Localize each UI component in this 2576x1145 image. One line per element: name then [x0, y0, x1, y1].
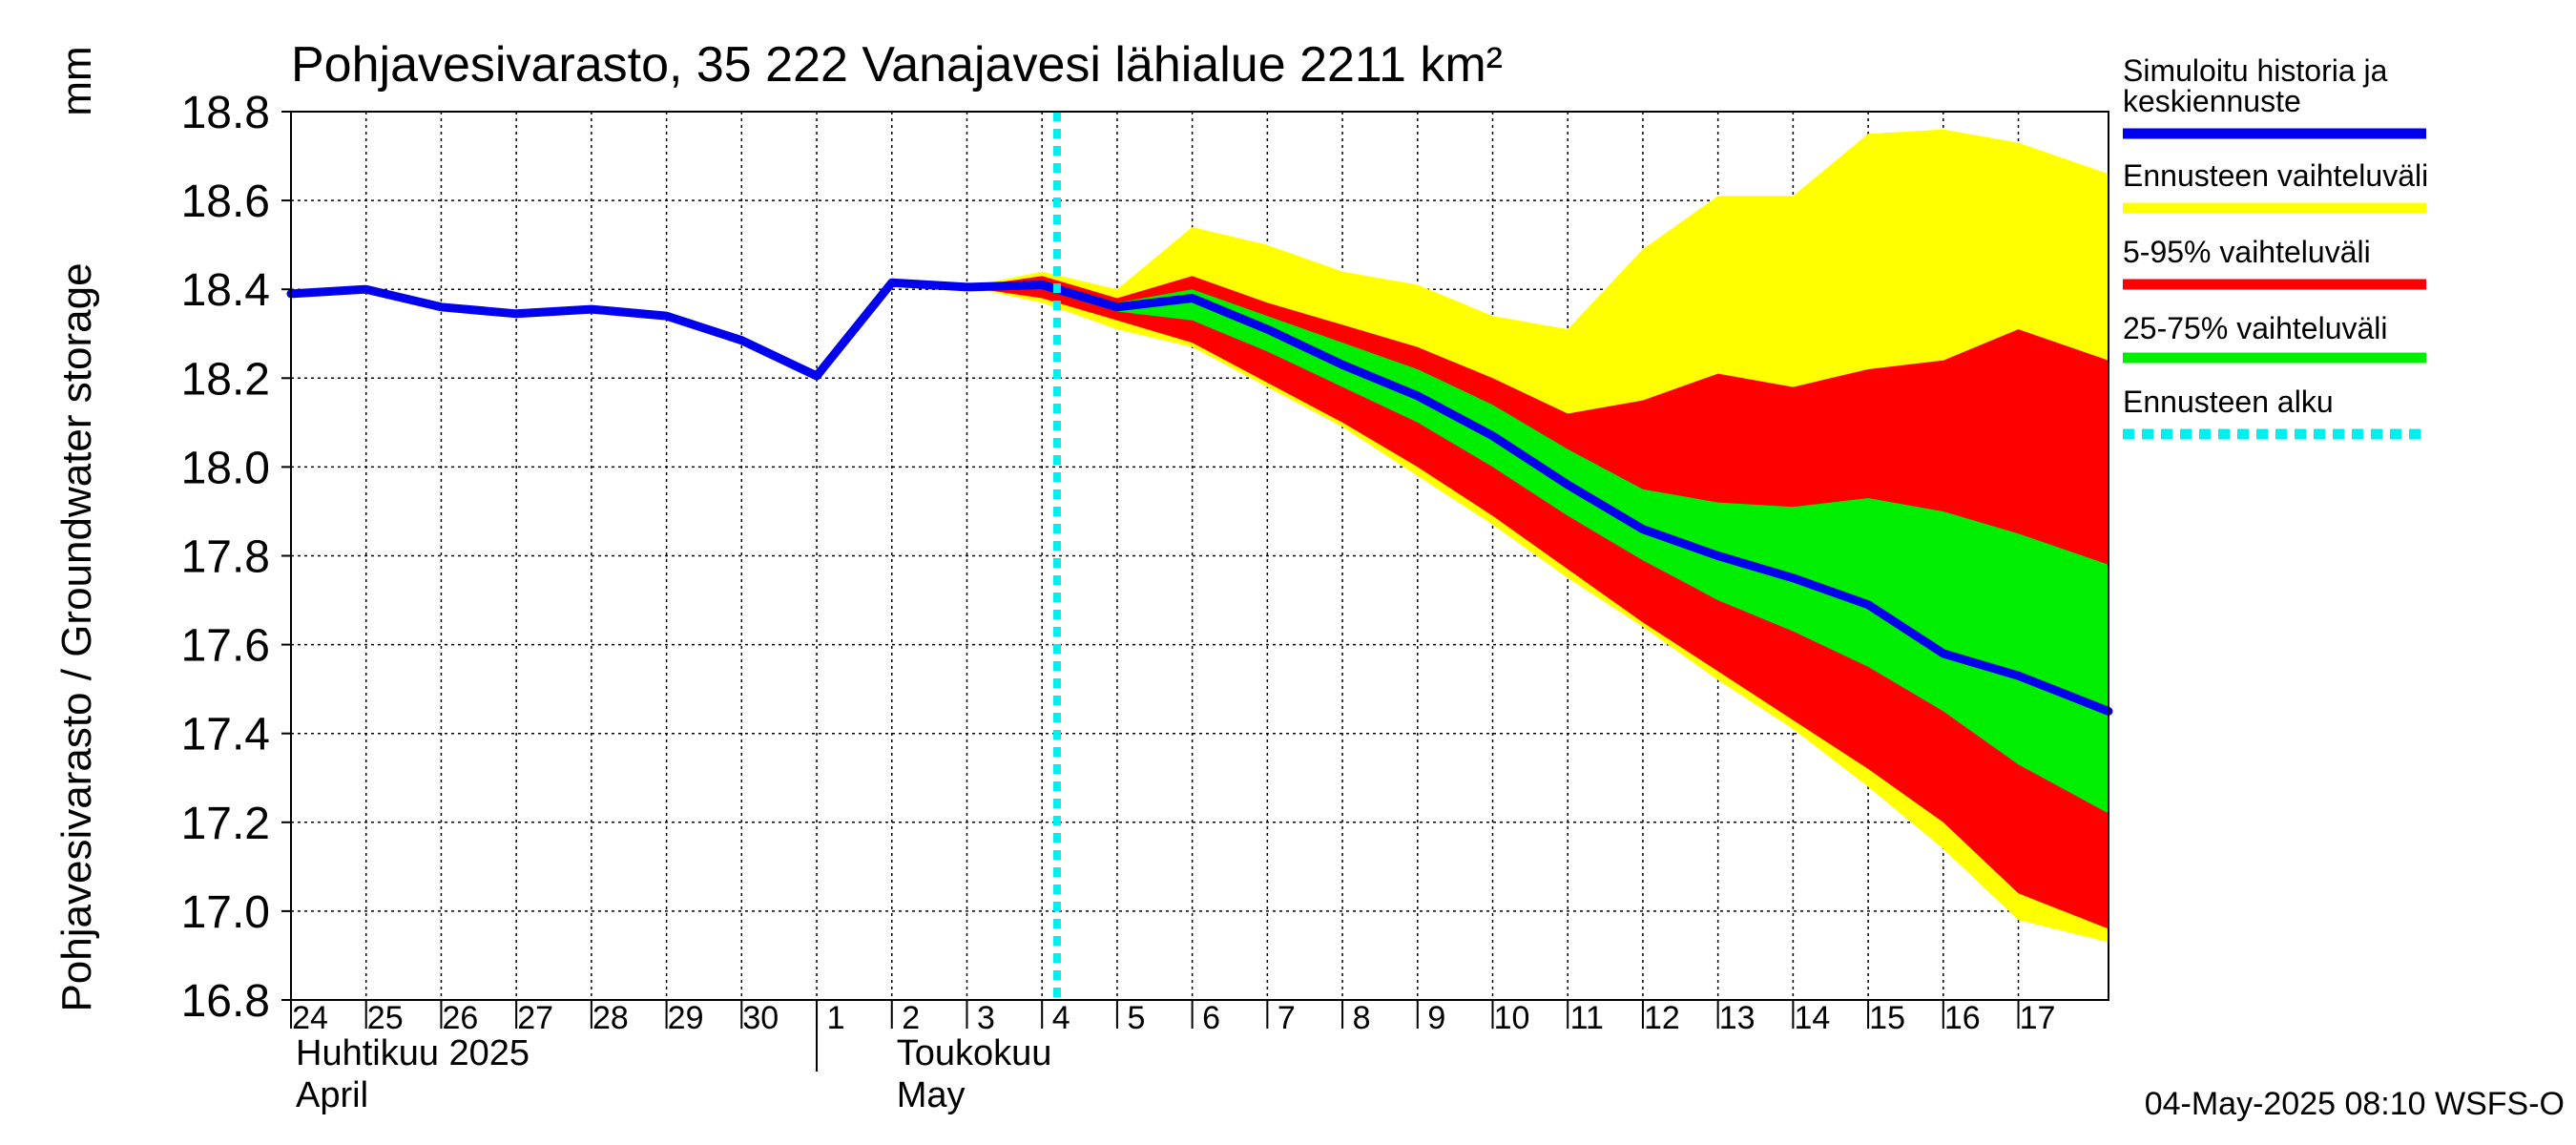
chart-title: Pohjavesivarasto, 35 222 Vanajavesi lähi… — [291, 37, 1503, 93]
legend-label: Ennusteen vaihteluväli — [2123, 158, 2428, 193]
legend-label: 5-95% vaihteluväli — [2123, 235, 2371, 269]
y-tick-label: 18.8 — [181, 88, 270, 138]
x-tick-label: 17 — [2020, 1000, 2056, 1036]
y-tick-label: 18.0 — [181, 443, 270, 493]
x-tick-label: 1 — [827, 1000, 845, 1036]
x-tick-label: 13 — [1719, 1000, 1755, 1036]
footer-timestamp: 04-May-2025 08:10 WSFS-O — [2145, 1086, 2565, 1122]
x-tick-label: 26 — [443, 1000, 479, 1036]
month-label-en: April — [296, 1075, 368, 1115]
x-tick-label: 7 — [1278, 1000, 1296, 1036]
y-tick-label: 16.8 — [181, 976, 270, 1027]
forecast-bands — [966, 129, 2109, 943]
y-tick-label: 18.2 — [181, 354, 270, 405]
series-lines — [286, 112, 2113, 1000]
legend-label: Ennusteen alku — [2123, 385, 2334, 419]
legend-label: Simuloitu historia ja — [2123, 53, 2388, 88]
x-tick-label: 10 — [1494, 1000, 1530, 1036]
legend-label: 25-75% vaihteluväli — [2123, 311, 2388, 345]
x-tick-label: 16 — [1944, 1000, 1981, 1036]
y-axis-label: Pohjavesivarasto / Groundwater storage — [53, 262, 100, 1011]
month-label-en: May — [897, 1075, 966, 1115]
month-label: Toukokuu — [897, 1033, 1052, 1073]
x-tick-label: 27 — [517, 1000, 553, 1036]
x-tick-label: 28 — [592, 1000, 629, 1036]
x-tick-label: 9 — [1427, 1000, 1445, 1036]
legend-label-2: keskiennuste — [2123, 84, 2301, 118]
x-tick-label: 25 — [367, 1000, 404, 1036]
y-tick-label: 18.6 — [181, 177, 270, 227]
month-label: Huhtikuu 2025 — [296, 1033, 530, 1073]
y-tick-label: 17.8 — [181, 532, 270, 583]
y-tick-label: 18.4 — [181, 265, 270, 316]
y-tick-label: 17.2 — [181, 799, 270, 849]
y-tick-label: 17.6 — [181, 621, 270, 672]
x-tick-label: 29 — [668, 1000, 704, 1036]
x-tick-label: 24 — [292, 1000, 328, 1036]
x-tick-label: 6 — [1202, 1000, 1220, 1036]
x-tick-label: 8 — [1353, 1000, 1371, 1036]
median-forecast-line — [1037, 281, 2113, 716]
axes: 16.8 17.0 17.2 17.4 17.6 17.8 18.0 18.2 18.4 18.6… — [181, 88, 2109, 1115]
y-axis-unit: mm — [53, 46, 100, 115]
band-5-95-vaihteluv-li — [966, 276, 2109, 929]
x-tick-label: 4 — [1052, 1000, 1070, 1036]
x-tick-label: 14 — [1794, 1000, 1830, 1036]
band-25-75-vaihteluv-li — [1042, 280, 2109, 814]
x-tick-label: 12 — [1644, 1000, 1680, 1036]
x-tick-label: 11 — [1570, 1000, 1604, 1036]
plot-frame — [290, 111, 2109, 1001]
x-tick-label: 3 — [977, 1000, 995, 1036]
x-tick-label: 15 — [1869, 1000, 1905, 1036]
y-tick-label: 17.4 — [181, 710, 270, 760]
x-tick-label: 5 — [1127, 1000, 1145, 1036]
x-tick-label: 2 — [902, 1000, 920, 1036]
x-tick-label: 30 — [742, 1000, 779, 1036]
history-line — [286, 278, 1047, 381]
y-tick-label: 17.0 — [181, 887, 270, 938]
